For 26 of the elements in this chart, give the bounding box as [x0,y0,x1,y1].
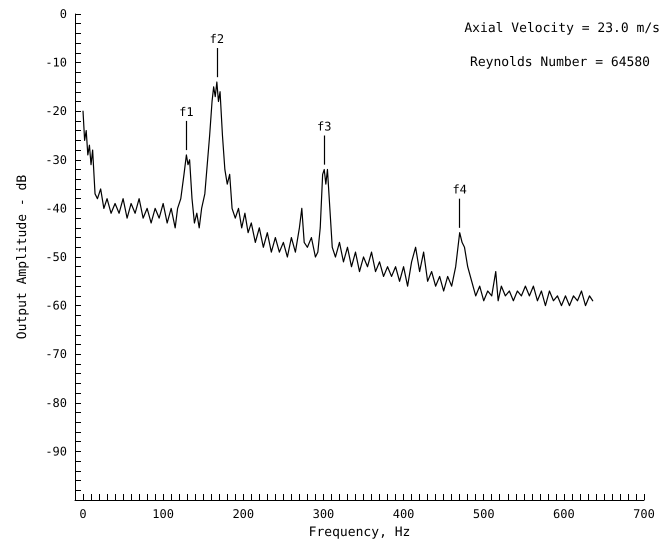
y-tick-label: -60 [45,298,67,313]
x-tick-label: 200 [232,507,254,521]
x-tick-label: 0 [79,507,87,521]
annotation: f2 [210,32,224,46]
annotation: Axial Velocity = 23.0 m/s [464,21,660,36]
y-tick-label: -50 [45,250,67,264]
y-tick-label: -20 [45,104,67,118]
x-tick-label: 700 [633,507,655,521]
annotation: f4 [452,182,467,197]
x-tick-label: 400 [392,507,414,521]
x-axis-title: Frequency, Hz [308,525,410,540]
y-tick-label: -40 [45,201,67,216]
y-tick-label: -10 [45,56,67,70]
x-tick-label: 600 [553,507,575,521]
annotation: f1 [179,104,194,119]
annotation: f3 [317,120,332,134]
y-tick-label: -30 [45,152,67,167]
annotation: Reynolds Number = 64580 [470,55,650,70]
y-tick-label: -80 [45,396,67,410]
x-tick-label: 300 [312,507,334,521]
x-tick-label: 100 [152,507,174,521]
y-tick-label: 0 [60,7,67,21]
y-tick-label: -70 [45,347,67,362]
x-tick-label: 500 [472,507,495,521]
y-axis-title: Output Amplitude - dB [15,174,30,340]
y-tick-label: -90 [45,444,67,458]
